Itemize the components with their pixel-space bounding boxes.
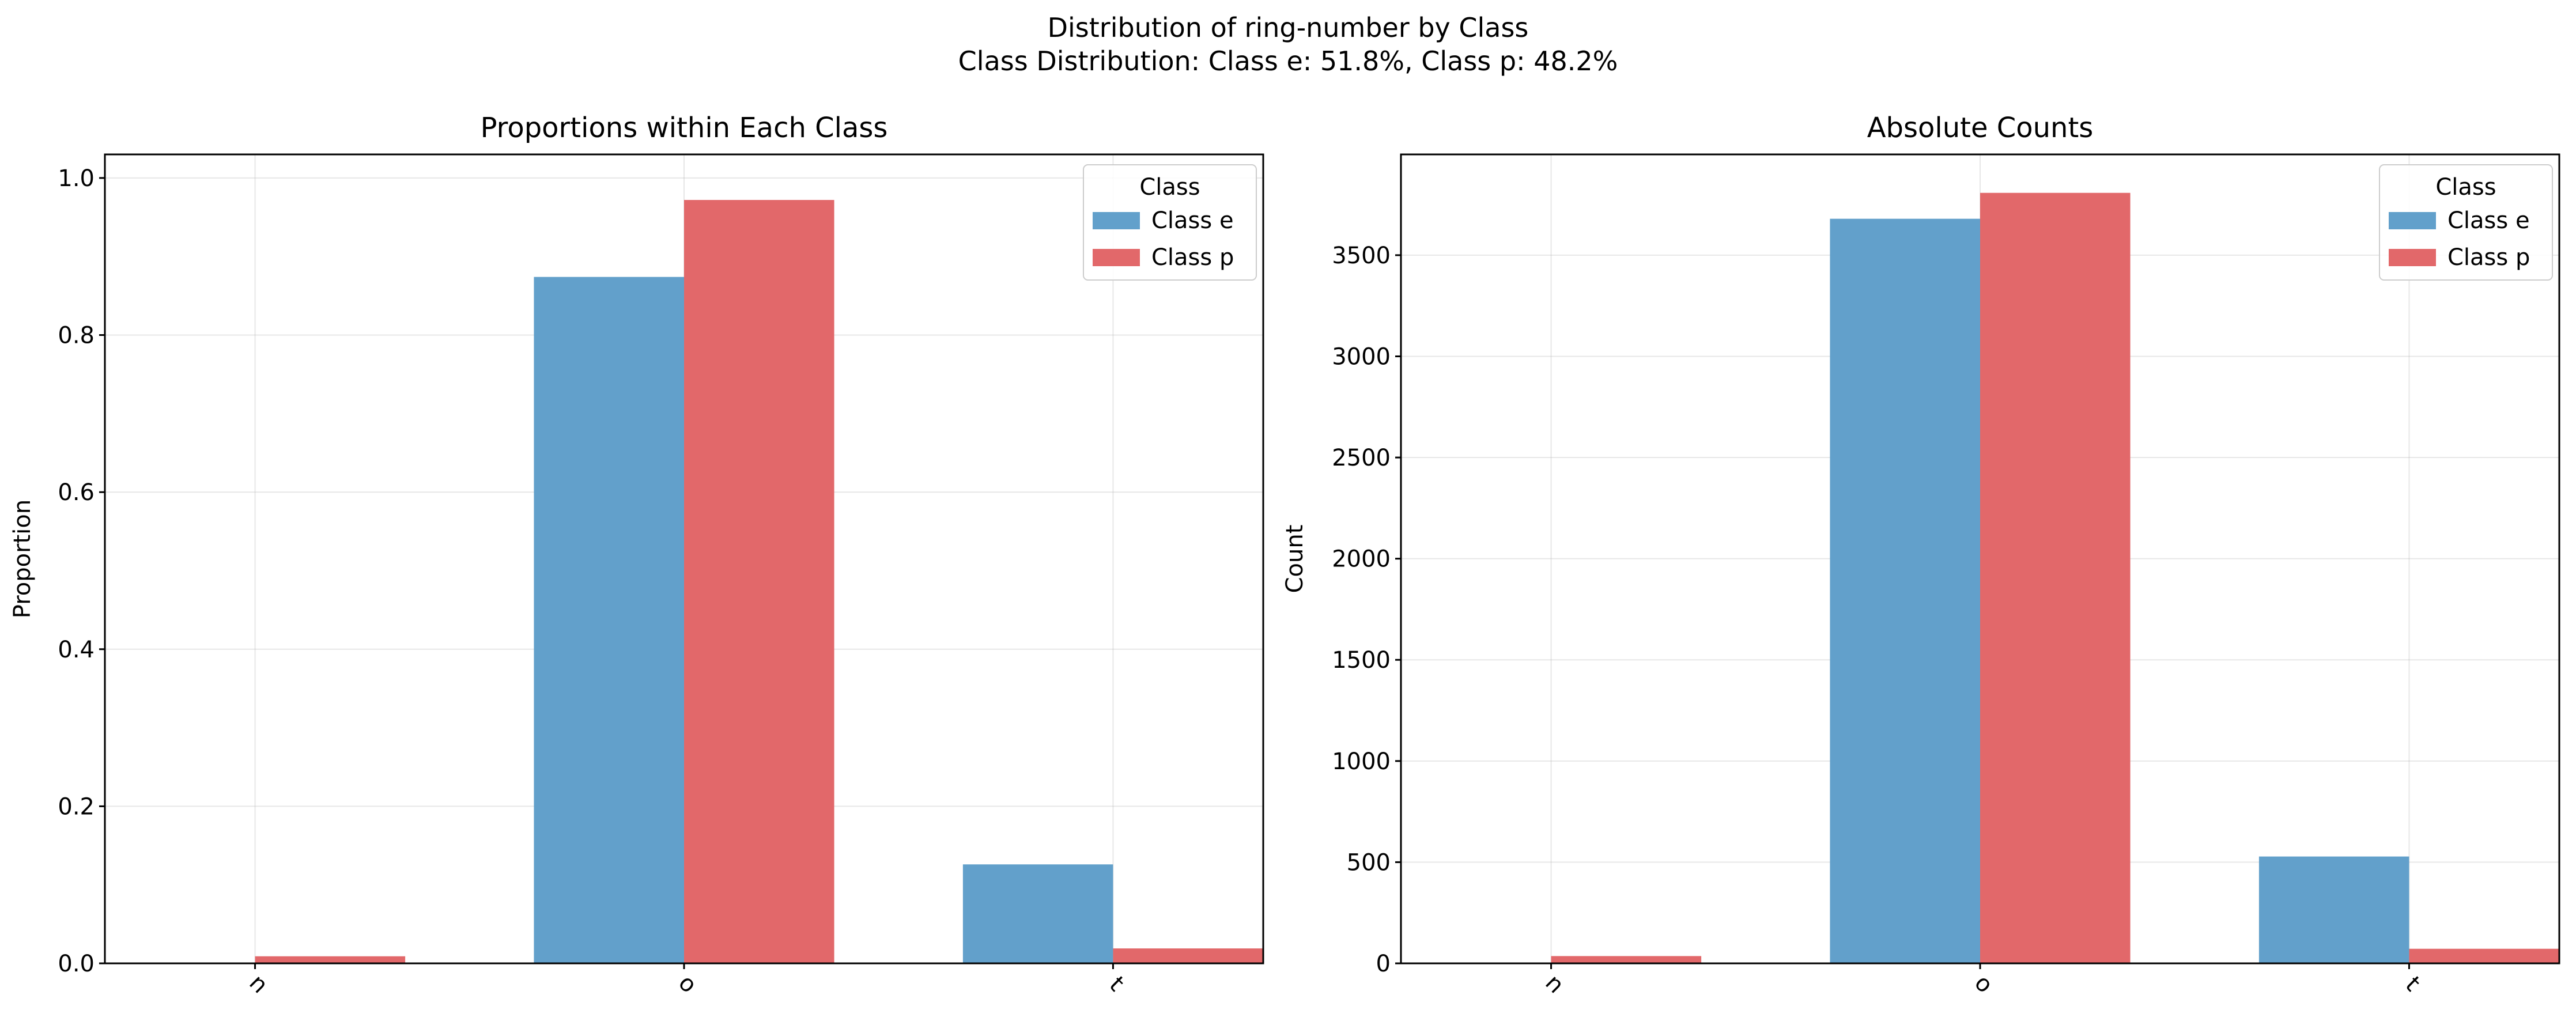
bar-class-e-t [2258,856,2409,963]
legend-swatch [1093,249,1140,266]
bar-class-e-o [1830,218,1980,963]
y-tick-label: 3500 [1332,243,1391,269]
y-tick-label: 500 [1347,849,1391,876]
x-tick-label: o [673,970,702,998]
counts-chart: 0 500 1000 1500 2000 2500 3000 3500 n o t Absolute … [1282,112,2560,998]
bar-class-p-o [1980,192,2131,963]
figure-subtitle: Class Distribution: Class e: 51.8%, Clas… [958,46,1618,77]
legend: Class Class e Class p [1083,164,1257,281]
x-tick-label: t [1104,971,1130,997]
y-tick-label: 0.2 [58,793,95,820]
legend-entry: Class e [2447,207,2530,234]
y-tick-label: 0.0 [58,951,95,977]
legend-swatch [2389,212,2436,229]
legend-title: Class [2435,174,2496,201]
legend-swatch [1093,212,1140,229]
legend-title: Class [1139,174,1200,201]
axes-title: Absolute Counts [1867,112,2094,144]
x-tick-label: t [2400,971,2426,997]
y-tick-label: 2000 [1332,546,1391,573]
bar-class-p-n [255,956,406,963]
bar-class-p-o [684,200,834,963]
axes-title: Proportions within Each Class [481,112,888,144]
y-tick-label: 1500 [1332,647,1391,674]
y-tick-label: 0.6 [58,479,95,506]
bar-class-p-t [1113,948,1263,963]
bar-class-e-t [962,864,1113,963]
y-axis-label: Proportion [9,500,36,618]
y-tick-label: 0 [1376,951,1391,977]
figure-title: Distribution of ring-number by Class [1048,12,1529,43]
y-tick-label: 3000 [1332,343,1391,370]
y-axis-label: Count [1282,525,1308,593]
y-tick-label: 0.8 [58,323,95,349]
legend: Class Class e Class p [2379,164,2553,281]
legend-entry: Class p [1151,244,1234,271]
legend-entry: Class e [1151,207,1234,234]
y-tick-label: 1.0 [58,165,95,192]
x-tick-label: n [1540,970,1569,998]
x-tick-label: o [1969,970,1998,998]
legend-entry: Class p [2447,244,2530,271]
bar-class-p-n [1551,956,1702,963]
x-tick-label: n [244,970,273,998]
bar-class-p-t [2409,948,2559,963]
y-tick-label: 1000 [1332,748,1391,775]
y-tick-label: 0.4 [58,637,95,663]
proportions-chart: 0.0 0.2 0.4 0.6 0.8 1.0 n o t Proportions within … [9,112,1264,998]
bar-class-e-o [534,277,684,963]
legend-swatch [2389,249,2436,266]
y-tick-label: 2500 [1332,445,1391,471]
